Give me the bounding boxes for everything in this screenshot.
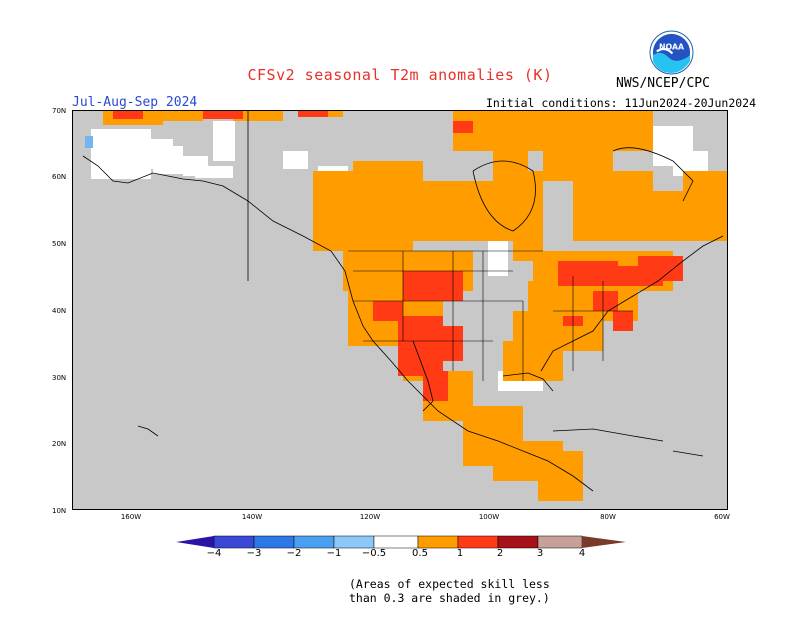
colorbar-label: −4 <box>206 548 222 559</box>
cold-anomaly-patch <box>85 136 93 148</box>
colorbar-label: 3 <box>536 548 544 559</box>
warm-anomaly-1-2 <box>113 111 683 401</box>
logo-text: NOAA <box>659 43 685 52</box>
lon-label-140w: 140W <box>241 513 263 521</box>
noaa-logo-icon: NOAA <box>649 30 694 75</box>
colorbar-label: −3 <box>246 548 262 559</box>
lat-label-10n: 10N <box>52 507 67 515</box>
skill-footnote: (Areas of expected skill less than 0.3 a… <box>349 577 550 605</box>
initial-conditions: Initial conditions: 11Jun2024-20Jun2024 <box>486 96 757 110</box>
lon-label-160w: 160W <box>120 513 142 521</box>
forecast-period: Jul-Aug-Sep 2024 <box>72 95 198 110</box>
lon-label-60w: 60W <box>714 513 730 521</box>
lat-label-40n: 40N <box>52 307 67 315</box>
lat-label-30n: 30N <box>52 374 67 382</box>
lat-label-60n: 60N <box>52 173 67 181</box>
footnote-line-2: than 0.3 are shaded in grey.) <box>349 591 550 605</box>
lat-label-50n: 50N <box>52 240 67 248</box>
lat-label-70n: 70N <box>52 107 67 115</box>
political-boundaries <box>348 250 633 381</box>
colorbar-arrow-left <box>176 536 214 548</box>
coastlines <box>82 111 724 492</box>
colorbar-label: 1 <box>456 548 464 559</box>
colorbar-label: 0.5 <box>412 548 428 559</box>
colorbar-label: −0.5 <box>361 548 387 559</box>
lon-label-80w: 80W <box>600 513 616 521</box>
map-canvas <box>73 111 727 509</box>
colorbar-label: −2 <box>286 548 302 559</box>
chart-title: CFSv2 seasonal T2m anomalies (K) <box>247 66 553 84</box>
colorbar-label: 4 <box>578 548 586 559</box>
footnote-line-1: (Areas of expected skill less <box>349 577 550 591</box>
colorbar-arrow-right <box>582 536 626 548</box>
lon-label-100w: 100W <box>478 513 500 521</box>
anomaly-map <box>72 110 728 510</box>
colorbar <box>176 535 626 549</box>
lon-label-120w: 120W <box>359 513 381 521</box>
colorbar-label: −1 <box>326 548 342 559</box>
colorbar-label: 2 <box>496 548 504 559</box>
lat-label-20n: 20N <box>52 440 67 448</box>
agency-label: NWS/NCEP/CPC <box>616 76 710 91</box>
